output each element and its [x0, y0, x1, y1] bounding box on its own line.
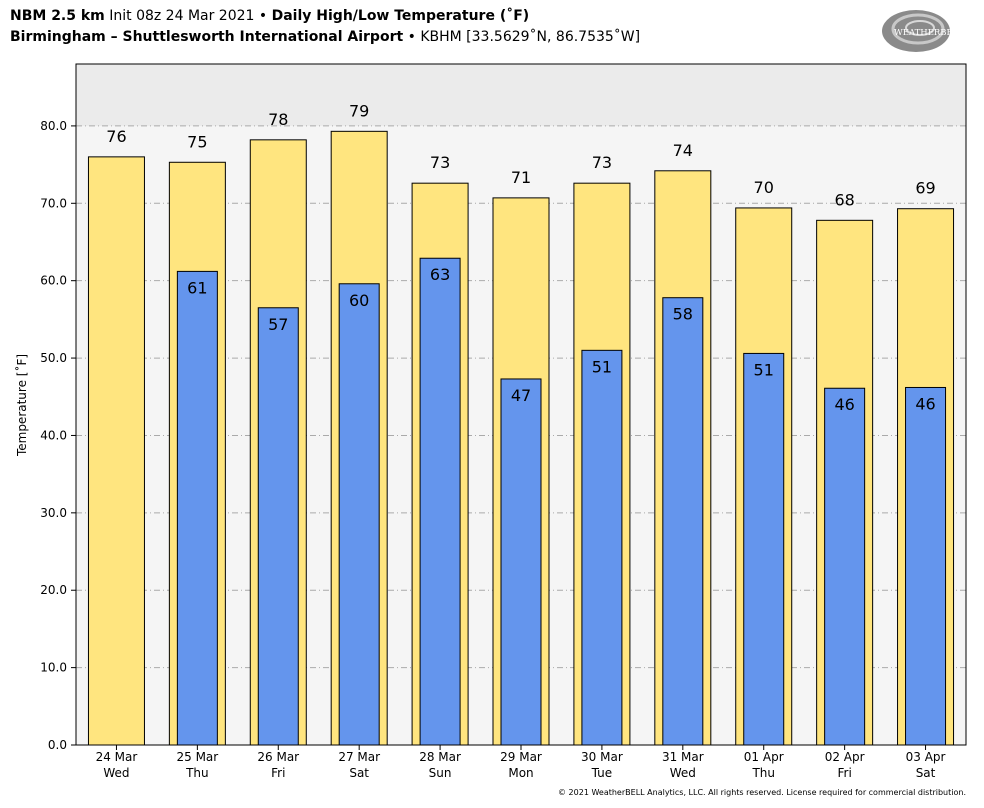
low-bar — [905, 386, 947, 746]
y-tick-label: 10.0 — [40, 661, 67, 675]
station-info: KBHM [33.5629˚N, 86.7535˚W] — [420, 29, 641, 45]
low-value-label: 57 — [268, 315, 288, 334]
x-tick-label-day: Mon — [508, 766, 533, 780]
high-value-label: 79 — [349, 101, 369, 120]
y-tick-label: 20.0 — [40, 583, 67, 597]
low-bar — [419, 257, 461, 746]
low-value-label: 61 — [187, 278, 207, 297]
chart-title: Daily High/Low Temperature (˚F) — [271, 8, 530, 24]
x-tick-label-date: 02 Apr — [825, 750, 865, 764]
low-value-label: 47 — [511, 386, 531, 405]
y-tick-label: 30.0 — [40, 506, 67, 520]
weatherbell-logo: WEATHERBELL — [882, 10, 964, 52]
high-value-label: 73 — [592, 153, 612, 172]
x-tick-label-day: Wed — [670, 766, 696, 780]
high-value-label: 76 — [106, 127, 126, 146]
low-value-label: 51 — [592, 357, 612, 376]
x-tick-label-date: 26 Mar — [257, 750, 299, 764]
y-tick-label: 80.0 — [40, 119, 67, 133]
data-labels: 76 75 78 79 73 71 73 74 70 68 69 61 57 60 63 47 51 58 51 46… — [106, 101, 935, 414]
x-tick-label-day: Thu — [751, 766, 775, 780]
y-tick-label: 0.0 — [48, 738, 67, 752]
y-tick-label: 40.0 — [40, 428, 67, 442]
low-value-label: 60 — [349, 291, 369, 310]
separator-dot: • — [258, 8, 268, 24]
axes: 0.0 10.0 20.0 30.0 40.0 50.0 60.0 70.0 80.0 24 Ma… — [40, 63, 967, 780]
init-time: Init 08z 24 Mar 2021 — [109, 8, 255, 24]
x-tick-label-day: Tue — [591, 766, 613, 780]
x-tick-label-day: Sat — [916, 766, 936, 780]
x-tick-label-date: 29 Mar — [500, 750, 542, 764]
high-value-label: 71 — [511, 168, 531, 187]
x-tick-label-date: 25 Mar — [176, 750, 218, 764]
y-tick-label: 60.0 — [40, 274, 67, 288]
plot-upper-band — [76, 64, 966, 126]
high-value-label: 78 — [268, 110, 288, 129]
x-tick-label-date: 27 Mar — [338, 750, 380, 764]
high-value-label: 68 — [834, 190, 854, 209]
high-value-label: 70 — [754, 178, 774, 197]
low-bar — [338, 283, 380, 746]
x-tick-label-day: Thu — [185, 766, 209, 780]
logo-text: WEATHERBELL — [894, 28, 964, 38]
low-value-label: 51 — [754, 360, 774, 379]
separator-dot: • — [407, 29, 416, 45]
low-value-label: 58 — [673, 305, 693, 324]
high-value-label: 69 — [915, 179, 935, 198]
high-value-label: 73 — [430, 153, 450, 172]
header-line-2: Birmingham – Shuttlesworth International… — [10, 27, 640, 48]
x-tick-label-day: Sat — [349, 766, 369, 780]
x-tick-label-date: 03 Apr — [906, 750, 946, 764]
x-tick-label-day: Fri — [271, 766, 285, 780]
low-bar — [581, 349, 623, 746]
x-tick-label-date: 28 Mar — [419, 750, 461, 764]
low-bar — [500, 378, 542, 746]
high-value-label: 74 — [673, 141, 693, 160]
low-bar — [176, 270, 218, 746]
low-bar — [824, 387, 866, 746]
location-name: Birmingham – Shuttlesworth International… — [10, 29, 404, 45]
y-tick-label: 50.0 — [40, 351, 67, 365]
low-bar — [257, 307, 299, 746]
low-bar — [662, 297, 704, 746]
model-name: NBM 2.5 km — [10, 8, 105, 24]
x-tick-label-day: Sun — [429, 766, 452, 780]
chart-header: NBM 2.5 km Init 08z 24 Mar 2021 • Daily … — [10, 6, 640, 48]
x-tick-label-date: 01 Apr — [744, 750, 784, 764]
low-bar — [743, 352, 785, 746]
low-value-label: 46 — [915, 394, 935, 413]
low-value-label: 46 — [834, 395, 854, 414]
y-axis-label: Temperature [˚F] — [14, 354, 29, 457]
copyright-notice: © 2021 WeatherBELL Analytics, LLC. All r… — [558, 788, 966, 797]
x-tick-label-date: 31 Mar — [662, 750, 704, 764]
y-tick-label: 70.0 — [40, 196, 67, 210]
low-temperature-series — [176, 257, 947, 746]
high-bar — [87, 156, 145, 746]
x-tick-label-day: Wed — [103, 766, 129, 780]
low-value-label: 63 — [430, 265, 450, 284]
x-tick-label-day: Fri — [837, 766, 851, 780]
header-line-1: NBM 2.5 km Init 08z 24 Mar 2021 • Daily … — [10, 6, 640, 27]
x-tick-label-date: 24 Mar — [96, 750, 138, 764]
x-tick-label-date: 30 Mar — [581, 750, 623, 764]
high-value-label: 75 — [187, 132, 207, 151]
